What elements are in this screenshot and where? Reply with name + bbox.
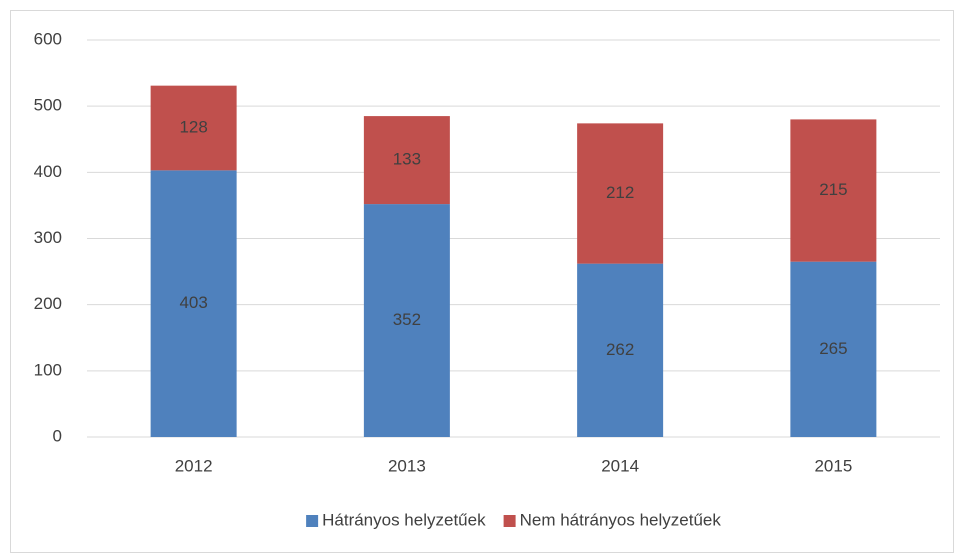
- bar: [790, 119, 877, 262]
- y-tick-label: 200: [34, 294, 62, 313]
- data-label: 352: [393, 310, 421, 329]
- data-label: 262: [606, 340, 634, 359]
- data-label: 133: [393, 150, 421, 169]
- y-tick-label: 300: [34, 228, 62, 247]
- x-tick-label: 2012: [175, 456, 213, 475]
- x-tick-label: 2015: [814, 456, 852, 475]
- legend-label: Nem hátrányos helyzetűek: [520, 510, 722, 529]
- legend-swatch: [503, 515, 516, 527]
- bar: [150, 85, 237, 171]
- bar: [363, 116, 450, 205]
- data-label: 265: [819, 339, 847, 358]
- bar: [577, 123, 664, 264]
- data-label: 128: [179, 117, 207, 136]
- data-label: 212: [606, 183, 634, 202]
- data-label: 403: [179, 293, 207, 312]
- y-tick-label: 500: [34, 96, 62, 115]
- y-tick-label: 400: [34, 162, 62, 181]
- y-tick-label: 0: [53, 426, 62, 445]
- y-tick-label: 600: [34, 29, 62, 48]
- x-tick-label: 2014: [601, 456, 639, 475]
- bar: [577, 263, 664, 437]
- bar: [150, 170, 237, 437]
- legend-label: Hátrányos helyzetűek: [322, 510, 486, 529]
- bar: [790, 261, 877, 437]
- data-label: 215: [819, 180, 847, 199]
- x-tick-label: 2013: [388, 456, 426, 475]
- bar: [363, 204, 450, 437]
- y-tick-label: 100: [34, 360, 62, 379]
- legend-swatch: [306, 515, 319, 527]
